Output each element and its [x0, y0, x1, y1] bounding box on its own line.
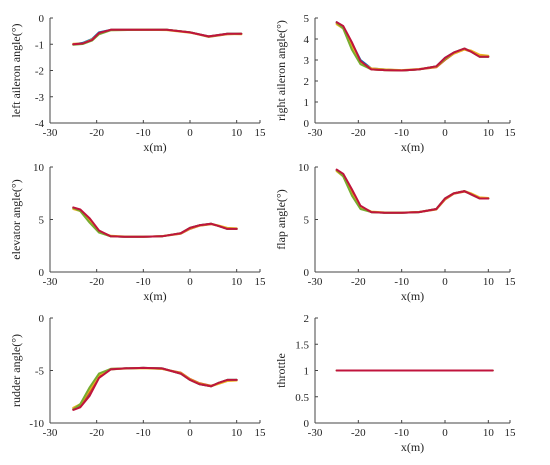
y-tick-label: -2	[35, 66, 44, 78]
series-line-1	[72, 28, 243, 46]
y-tick-label: 1.5	[295, 339, 309, 351]
y-tick-label: 0	[304, 267, 310, 279]
x-tick-label: 0	[442, 427, 448, 439]
x-tick-label: 10	[231, 276, 243, 288]
y-tick-label: 5	[304, 215, 310, 227]
x-tick-label: 0	[187, 127, 193, 139]
y-tick-label: -10	[29, 418, 44, 430]
x-tick-label: -30	[43, 127, 58, 139]
x-tick-label: -10	[136, 276, 151, 288]
x-tick-label: 10	[483, 127, 495, 139]
x-tick-label: -10	[136, 127, 151, 139]
x-tick-label: 15	[505, 276, 517, 288]
x-tick-label: -30	[308, 427, 323, 439]
x-tick-label: 10	[231, 427, 243, 439]
y-tick-label: 10	[298, 162, 310, 174]
x-axis-label: x(m)	[401, 289, 424, 303]
series-line-5	[335, 168, 490, 214]
y-axis-label: flap angle(°)	[274, 189, 288, 249]
y-tick-label: 0	[39, 267, 45, 279]
y-tick-label: 2	[304, 313, 310, 325]
y-tick-label: 0	[39, 13, 45, 25]
chart-panel-4: -30 -20 -10 0 10 15 0 5 10 x(m) flap angle(°)	[274, 162, 516, 303]
x-axis-label: x(m)	[143, 289, 166, 303]
chart-panel-6: -30 -20 -10 0 10 15 0 0.5 1 1.5 2 x(m) throttle	[274, 313, 516, 454]
series-line-4	[72, 206, 238, 238]
x-tick-label: -10	[394, 427, 409, 439]
x-axis-label: x(m)	[401, 140, 424, 154]
y-axis-label: right aileron angle(°)	[274, 20, 288, 121]
x-tick-label: -30	[43, 427, 58, 439]
y-tick-label: 5	[304, 13, 310, 25]
x-axis-label: x(m)	[143, 140, 166, 154]
x-tick-label: 15	[255, 276, 267, 288]
y-tick-label: -5	[35, 366, 45, 378]
y-tick-label: 2	[304, 76, 310, 88]
x-tick-label: -30	[308, 127, 323, 139]
x-tick-label: 0	[442, 127, 448, 139]
series-line-5	[72, 28, 243, 46]
y-axis-label: elevator angle(°)	[9, 179, 23, 259]
y-tick-label: 1	[304, 366, 310, 378]
y-tick-label: 0	[304, 418, 310, 430]
y-axis-label: left aileron angle(°)	[9, 23, 23, 117]
y-tick-label: 3	[304, 55, 310, 67]
y-tick-label: -1	[35, 39, 44, 51]
y-tick-label: -4	[35, 118, 45, 130]
x-tick-label: -20	[351, 276, 366, 288]
x-tick-label: 0	[442, 276, 448, 288]
chart-panel-2: -30 -20 -10 0 10 15 0 1 2 3 4 5 x(m) right aileron an…	[274, 13, 516, 154]
chart-panel-3: -30 -20 -10 0 10 15 0 5 10 x(m) elevator angle(°)	[9, 162, 266, 303]
x-tick-label: 10	[483, 276, 495, 288]
chart-panel-1: -30 -20 -10 0 10 15 0 -1 -2 -3 -4 x(m) left aileron …	[9, 13, 266, 154]
y-tick-label: 1	[304, 97, 310, 109]
series-line-5	[72, 206, 238, 238]
y-tick-label: 0.5	[295, 392, 309, 404]
x-tick-label: 15	[255, 427, 267, 439]
y-tick-label: 10	[33, 162, 45, 174]
series-line-5	[335, 21, 490, 72]
x-tick-label: -20	[89, 127, 104, 139]
x-tick-label: -30	[43, 276, 58, 288]
x-tick-label: -30	[308, 276, 323, 288]
x-tick-label: 10	[231, 127, 243, 139]
y-tick-label: 4	[304, 34, 310, 46]
y-tick-label: 0	[39, 313, 45, 325]
y-tick-label: -3	[35, 92, 45, 104]
x-tick-label: -10	[394, 276, 409, 288]
x-tick-label: 0	[187, 427, 193, 439]
y-tick-label: 0	[304, 118, 310, 130]
x-tick-label: 0	[187, 276, 193, 288]
x-tick-label: 15	[505, 127, 517, 139]
y-axis-label: throttle	[274, 353, 288, 388]
x-tick-label: 15	[505, 427, 517, 439]
x-tick-label: -10	[394, 127, 409, 139]
x-tick-label: -20	[89, 276, 104, 288]
series-line-4	[72, 366, 238, 411]
x-tick-label: -20	[89, 427, 104, 439]
series-line-4	[335, 21, 490, 72]
x-tick-label: 15	[255, 127, 267, 139]
series-line-5	[72, 366, 238, 411]
y-tick-label: 5	[39, 215, 45, 227]
x-tick-label: -10	[136, 427, 151, 439]
x-tick-label: 10	[483, 427, 495, 439]
x-tick-label: -20	[351, 127, 366, 139]
chart-panel-5: -30 -20 -10 0 10 15 0 -5 -10 rudder angle(°)	[9, 313, 266, 439]
x-axis-label: x(m)	[401, 440, 424, 454]
x-tick-label: -20	[351, 427, 366, 439]
y-axis-label: rudder angle(°)	[9, 334, 23, 407]
